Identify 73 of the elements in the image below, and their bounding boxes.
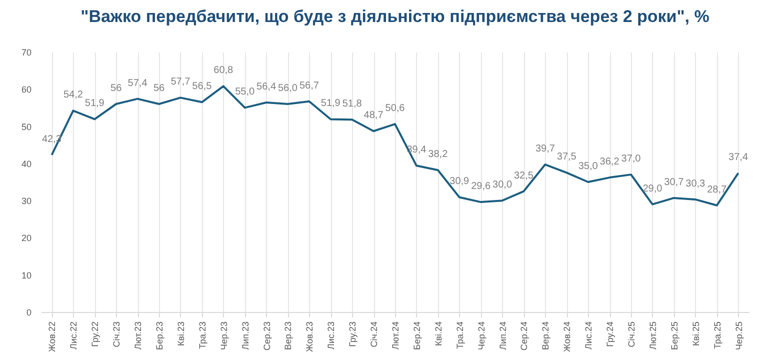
data-label: 39,7 [535, 144, 556, 155]
data-label: 51,9 [320, 98, 341, 110]
data-label: 57,4 [128, 78, 148, 89]
x-tick-label: Лип.23 [240, 322, 250, 350]
x-tick-label: Кві.24 [433, 322, 444, 346]
x-tick-label: Лис.24 [584, 322, 594, 350]
x-tick-label: Гру.24 [605, 322, 616, 347]
x-tick-label: Вер.24 [540, 322, 551, 350]
data-label: 35,0 [578, 161, 598, 172]
data-label: 28,7 [707, 184, 727, 196]
data-label: 30,9 [450, 176, 470, 188]
data-label: 36,2 [600, 156, 620, 168]
data-label: 48,7 [364, 110, 384, 122]
y-tick-label: 40 [21, 158, 32, 169]
y-tick-label: 50 [21, 122, 32, 132]
data-label: 56,4 [256, 82, 276, 93]
data-label: 56 [153, 83, 165, 94]
x-tick-label: Січ.24 [369, 322, 380, 348]
x-tick-label: Лип.24 [498, 322, 508, 350]
x-tick-label: Січ.25 [626, 322, 636, 348]
x-tick-label: Сер.24 [519, 322, 530, 351]
data-label: 51,8 [342, 98, 362, 110]
data-label: 37,0 [621, 154, 642, 165]
data-label: 38,2 [428, 149, 448, 160]
data-label: 32,5 [514, 170, 534, 182]
x-tick-label: Бер.23 [154, 322, 164, 350]
y-tick-label: 60 [21, 84, 32, 95]
x-tick-label: Тра.25 [712, 322, 722, 350]
data-label: 57,7 [170, 76, 191, 88]
x-tick-label: Лис.23 [326, 322, 336, 350]
y-tick-label: 20 [21, 233, 32, 244]
x-tick-label: Чер.25 [734, 322, 744, 350]
data-label: 56,0 [278, 83, 298, 94]
x-tick-label: Тра.23 [197, 322, 208, 350]
x-tick-label: Кві.25 [690, 322, 701, 346]
data-label: 51,9 [84, 98, 105, 110]
x-tick-label: Чер.24 [476, 322, 486, 350]
y-tick-label: 70 [21, 48, 32, 58]
data-label: 50,6 [385, 103, 406, 114]
x-tick-label: Лют.23 [133, 322, 144, 350]
x-tick-label: Лис.22 [68, 322, 79, 350]
data-label: 56,5 [192, 81, 212, 92]
y-tick-label: 10 [21, 270, 32, 280]
data-label: 37,4 [728, 152, 748, 164]
x-tick-label: Лют.25 [648, 322, 658, 350]
x-tick-label: Гру.22 [90, 322, 100, 347]
x-tick-label: Жов.24 [562, 322, 572, 352]
data-label: 54,2 [63, 90, 84, 101]
x-tick-label: Бер.24 [412, 322, 422, 350]
data-label: 60,8 [214, 65, 234, 76]
x-tick-label: Жов.22 [47, 322, 58, 352]
x-tick-label: Бер.25 [669, 322, 680, 350]
x-tick-label: Січ.23 [112, 322, 122, 348]
x-tick-label: Чер.23 [218, 322, 229, 350]
x-tick-label: Лют.24 [390, 322, 400, 350]
x-tick-label: Вер.23 [283, 322, 294, 350]
data-label: 30,3 [686, 178, 706, 190]
x-tick-label: Гру.23 [348, 322, 358, 347]
x-tick-label: Жов.23 [304, 322, 315, 352]
data-label: 29,0 [642, 183, 663, 194]
data-label: 30,0 [492, 180, 512, 191]
data-label: 55,0 [235, 86, 255, 98]
x-tick-label: Сер.23 [262, 322, 272, 351]
data-label: 30,7 [664, 176, 684, 188]
chart-title: "Важко передбачити, що буде з діяльністю підприємства через 2 роки", % [80, 7, 710, 26]
data-label: 29,6 [471, 181, 491, 192]
data-label: 56 [110, 83, 122, 94]
x-tick-label: Тра.24 [454, 322, 465, 350]
y-tick-label: 30 [21, 196, 32, 206]
y-tick-label: 0 [26, 308, 32, 318]
data-label: 56,7 [299, 80, 320, 92]
data-label: 37,5 [556, 152, 577, 163]
x-tick-label: Кві.23 [176, 322, 186, 346]
